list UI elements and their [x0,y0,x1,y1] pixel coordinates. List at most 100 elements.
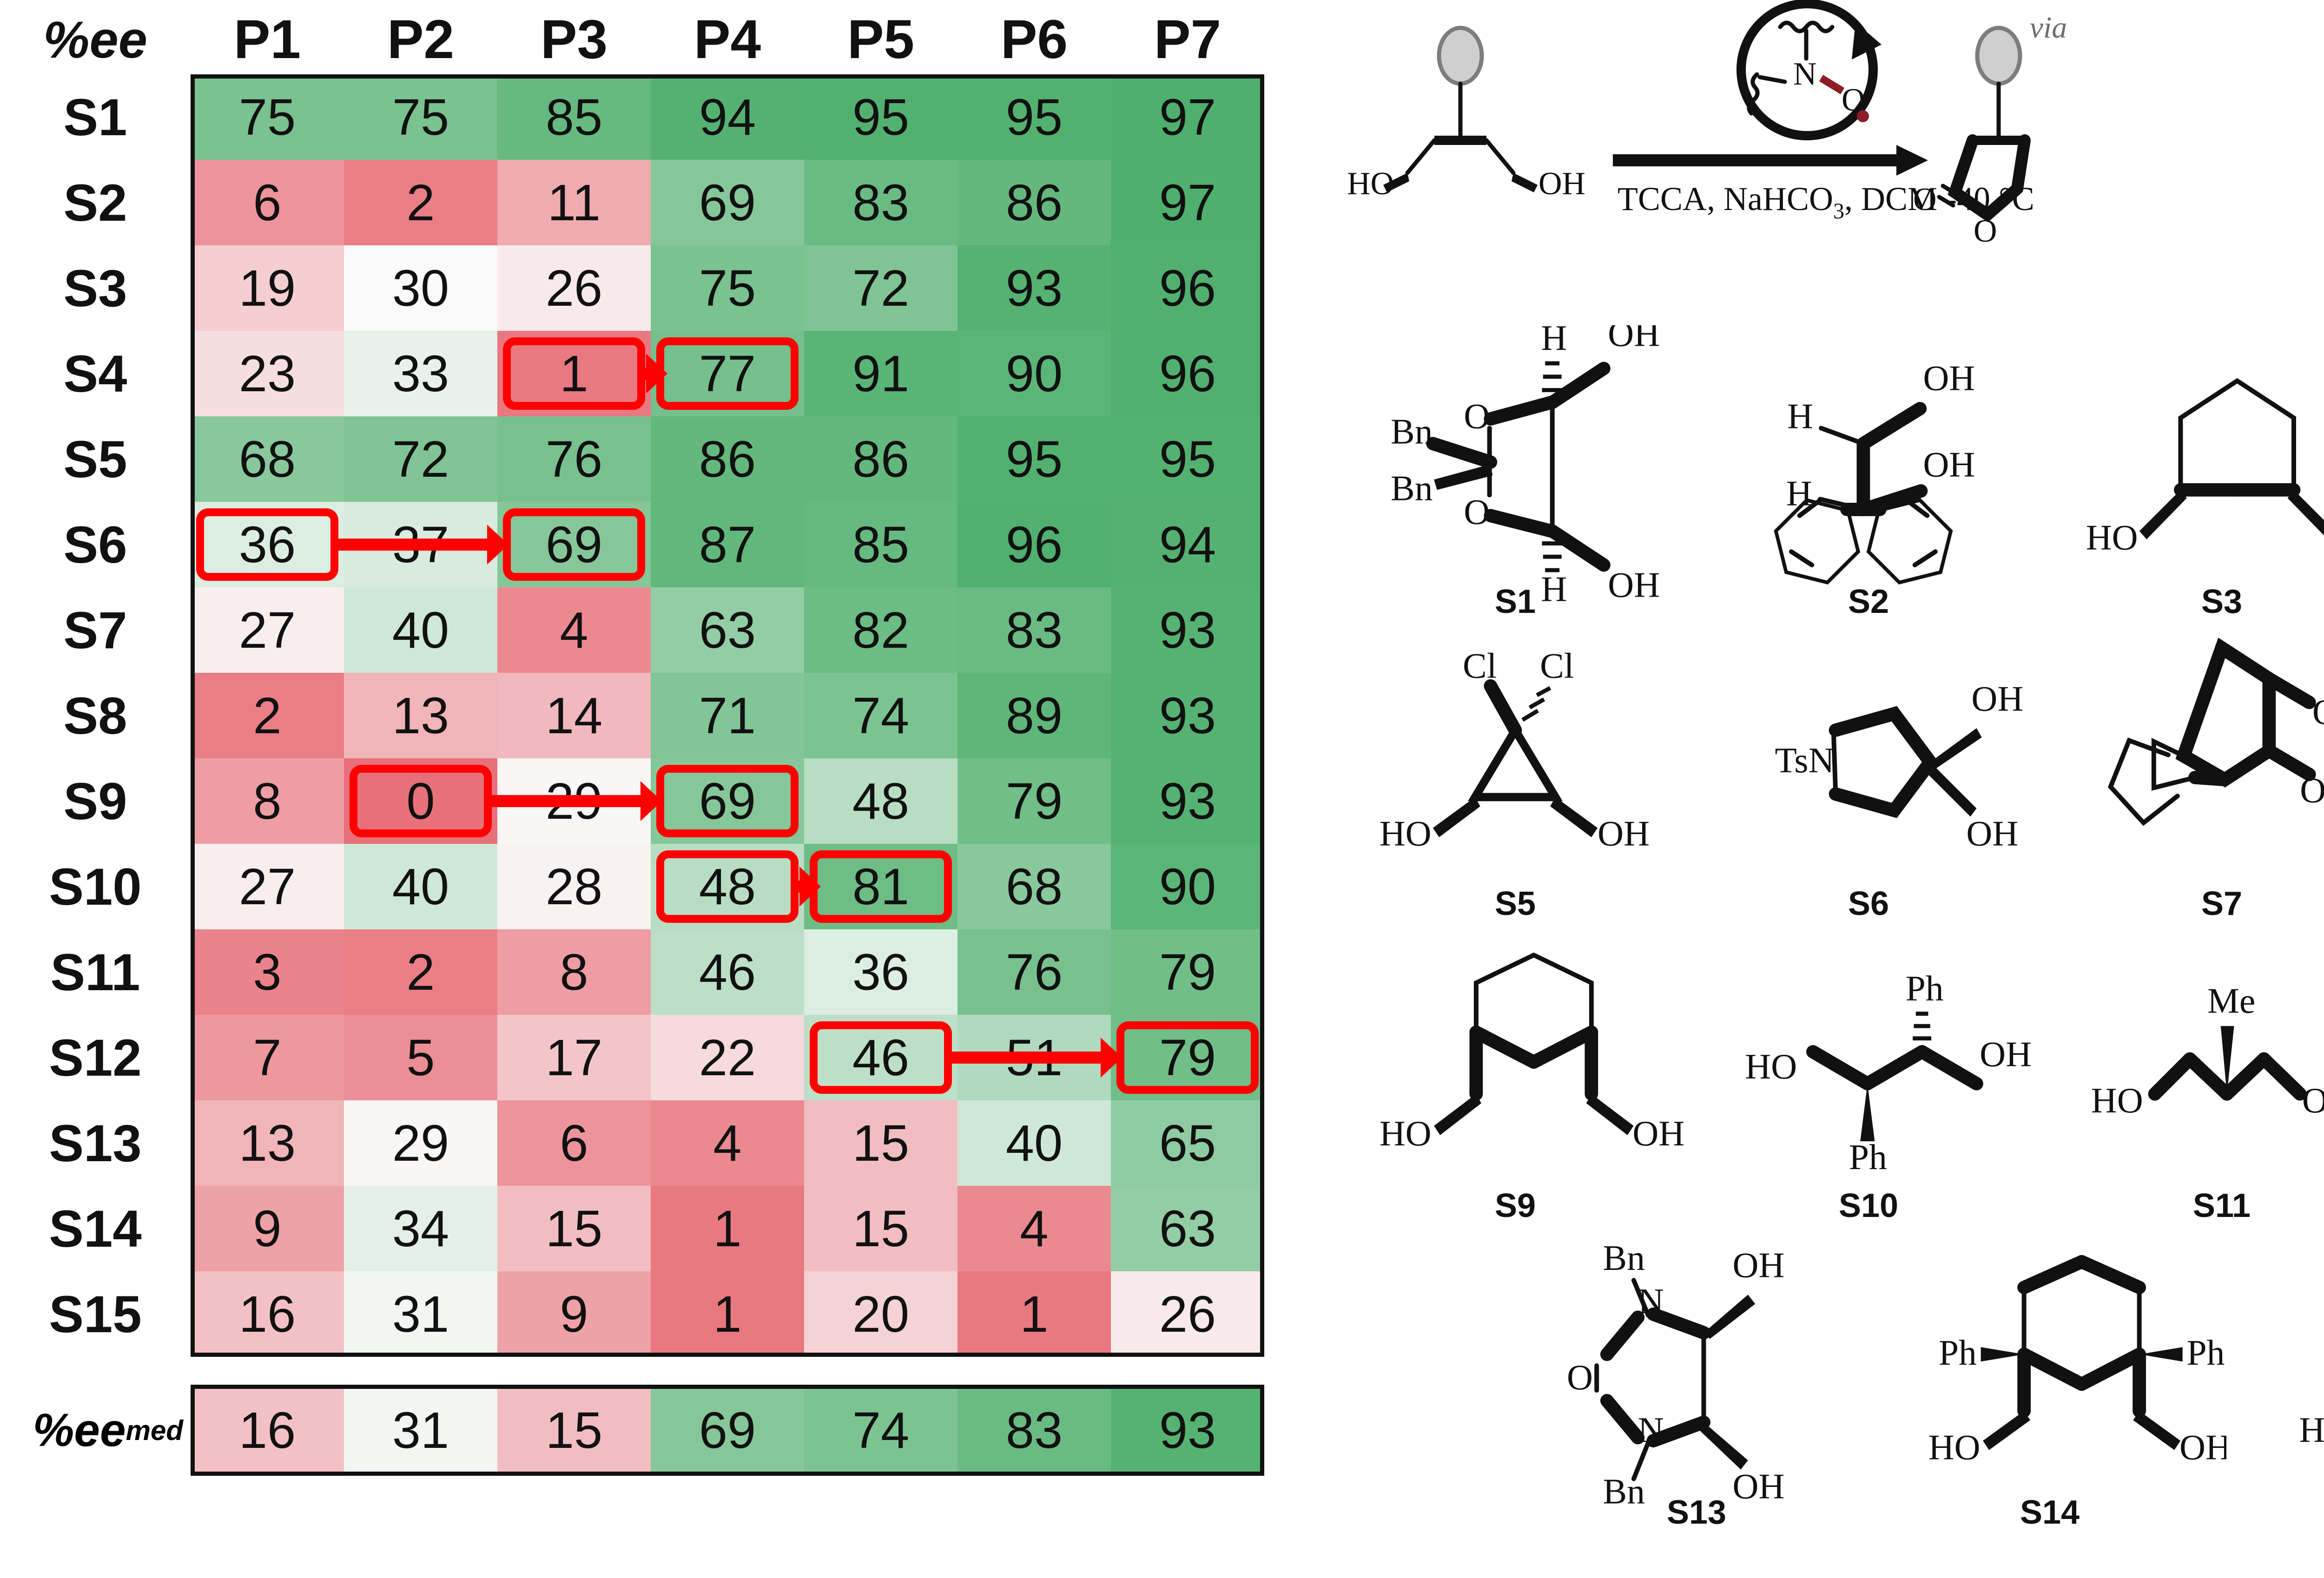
heatmap-cell[interactable]: 5 [344,1015,497,1100]
heatmap-cell[interactable]: 15 [804,1186,957,1271]
heatmap-cell[interactable]: 4 [497,587,651,673]
heatmap-cell[interactable]: 33 [344,331,497,416]
heatmap-cell[interactable]: 74 [804,673,957,758]
heatmap-cell[interactable]: 93 [957,245,1111,331]
heatmap-cell[interactable]: 87 [651,502,804,587]
heatmap-cell[interactable]: 97 [1111,74,1264,160]
heatmap-cell[interactable]: 1 [651,1186,804,1271]
heatmap-cell[interactable]: 68 [191,416,344,502]
heatmap-cell[interactable]: 22 [651,1015,804,1100]
median-cell[interactable]: 16 [191,1385,344,1476]
heatmap-cell[interactable]: 85 [497,74,651,160]
heatmap-cell[interactable]: 96 [1111,245,1264,331]
heatmap-cell[interactable]: 75 [191,74,344,160]
heatmap-cell[interactable]: 76 [497,416,651,502]
heatmap-cell[interactable]: 2 [344,160,497,245]
heatmap-cell[interactable]: 83 [804,160,957,245]
heatmap-cell[interactable]: 48 [804,758,957,844]
heatmap-cell[interactable]: 29 [344,1100,497,1186]
median-cell[interactable]: 31 [344,1385,497,1476]
heatmap-cell[interactable]: 95 [957,416,1111,502]
heatmap-cell[interactable]: 9 [497,1271,651,1357]
heatmap-cell[interactable]: 96 [1111,331,1264,416]
heatmap-cell[interactable]: 0 [344,758,497,844]
heatmap-cell[interactable]: 9 [191,1186,344,1271]
heatmap-cell[interactable]: 30 [344,245,497,331]
heatmap-cell[interactable]: 72 [804,245,957,331]
heatmap-cell[interactable]: 13 [344,673,497,758]
heatmap-cell[interactable]: 40 [957,1100,1111,1186]
heatmap-cell[interactable]: 17 [497,1015,651,1100]
heatmap-cell[interactable]: 46 [804,1015,957,1100]
heatmap-cell[interactable]: 95 [804,74,957,160]
heatmap-cell[interactable]: 40 [344,587,497,673]
heatmap-cell[interactable]: 31 [344,1271,497,1357]
heatmap-cell[interactable]: 6 [497,1100,651,1186]
heatmap-cell[interactable]: 65 [1111,1100,1264,1186]
heatmap-cell[interactable]: 75 [344,74,497,160]
heatmap-cell[interactable]: 40 [344,844,497,929]
heatmap-cell[interactable]: 14 [497,673,651,758]
heatmap-cell[interactable]: 15 [497,1186,651,1271]
heatmap-cell[interactable]: 8 [497,929,651,1015]
heatmap-cell[interactable]: 8 [191,758,344,844]
heatmap-cell[interactable]: 86 [957,160,1111,245]
median-cell[interactable]: 93 [1111,1385,1264,1476]
heatmap-cell[interactable]: 27 [191,587,344,673]
heatmap-cell[interactable]: 13 [191,1100,344,1186]
heatmap-cell[interactable]: 76 [957,929,1111,1015]
heatmap-cell[interactable]: 29 [497,758,651,844]
heatmap-cell[interactable]: 51 [957,1015,1111,1100]
heatmap-cell[interactable]: 28 [497,844,651,929]
heatmap-cell[interactable]: 36 [804,929,957,1015]
heatmap-cell[interactable]: 69 [651,758,804,844]
heatmap-cell[interactable]: 93 [1111,758,1264,844]
heatmap-cell[interactable]: 36 [191,502,344,587]
heatmap-cell[interactable]: 3 [191,929,344,1015]
heatmap-cell[interactable]: 2 [191,673,344,758]
heatmap-cell[interactable]: 68 [957,844,1111,929]
heatmap-cell[interactable]: 15 [804,1100,957,1186]
heatmap-cell[interactable]: 93 [1111,673,1264,758]
heatmap-cell[interactable]: 89 [957,673,1111,758]
heatmap-cell[interactable]: 4 [651,1100,804,1186]
heatmap-cell[interactable]: 2 [344,929,497,1015]
heatmap-cell[interactable]: 1 [497,331,651,416]
heatmap-cell[interactable]: 27 [191,844,344,929]
heatmap-cell[interactable]: 85 [804,502,957,587]
heatmap-cell[interactable]: 11 [497,160,651,245]
heatmap-cell[interactable]: 23 [191,331,344,416]
heatmap-cell[interactable]: 71 [651,673,804,758]
median-cell[interactable]: 74 [804,1385,957,1476]
heatmap-cell[interactable]: 82 [804,587,957,673]
heatmap-cell[interactable]: 94 [1111,502,1264,587]
median-cell[interactable]: 69 [651,1385,804,1476]
heatmap-cell[interactable]: 90 [957,331,1111,416]
heatmap-cell[interactable]: 1 [957,1271,1111,1357]
heatmap-cell[interactable]: 97 [1111,160,1264,245]
heatmap-cell[interactable]: 20 [804,1271,957,1357]
heatmap-cell[interactable]: 26 [497,245,651,331]
heatmap-cell[interactable]: 16 [191,1271,344,1357]
heatmap-cell[interactable]: 48 [651,844,804,929]
heatmap-cell[interactable]: 95 [957,74,1111,160]
heatmap-cell[interactable]: 79 [1111,929,1264,1015]
heatmap-cell[interactable]: 77 [651,331,804,416]
heatmap-cell[interactable]: 26 [1111,1271,1264,1357]
median-cell[interactable]: 83 [957,1385,1111,1476]
heatmap-cell[interactable]: 75 [651,245,804,331]
heatmap-cell[interactable]: 83 [957,587,1111,673]
median-cell[interactable]: 15 [497,1385,651,1476]
heatmap-cell[interactable]: 1 [651,1271,804,1357]
heatmap-cell[interactable]: 95 [1111,416,1264,502]
heatmap-cell[interactable]: 72 [344,416,497,502]
heatmap-cell[interactable]: 79 [957,758,1111,844]
heatmap-cell[interactable]: 91 [804,331,957,416]
heatmap-cell[interactable]: 96 [957,502,1111,587]
heatmap-cell[interactable]: 19 [191,245,344,331]
heatmap-cell[interactable]: 94 [651,74,804,160]
heatmap-cell[interactable]: 6 [191,160,344,245]
heatmap-cell[interactable]: 79 [1111,1015,1264,1100]
heatmap-cell[interactable]: 90 [1111,844,1264,929]
heatmap-cell[interactable]: 69 [497,502,651,587]
